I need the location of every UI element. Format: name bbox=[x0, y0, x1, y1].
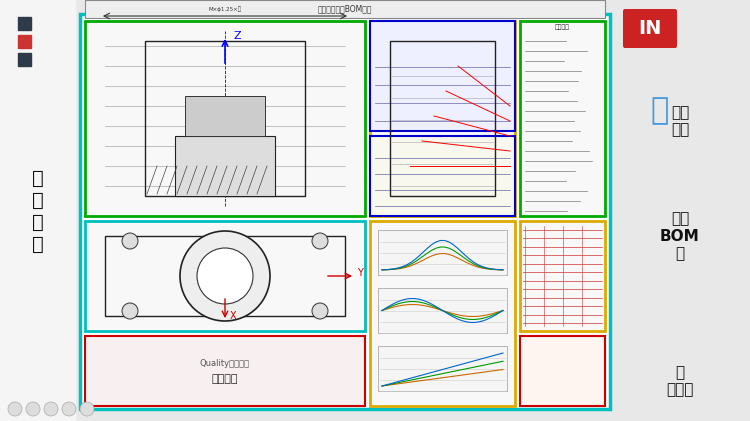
Circle shape bbox=[62, 402, 76, 416]
Bar bbox=[370, 21, 515, 216]
Text: 技术要求: 技术要求 bbox=[555, 24, 570, 30]
Circle shape bbox=[122, 303, 138, 319]
Text: 零件
BOM
表: 零件 BOM 表 bbox=[660, 211, 700, 261]
Bar bbox=[390, 41, 495, 196]
Bar bbox=[378, 230, 507, 275]
Bar bbox=[18, 17, 31, 30]
Bar bbox=[85, 0, 605, 18]
Text: 基
础信息: 基 础信息 bbox=[666, 365, 694, 397]
Circle shape bbox=[312, 233, 328, 249]
Text: 技术
要求: 技术 要求 bbox=[670, 105, 689, 137]
FancyBboxPatch shape bbox=[623, 9, 677, 48]
Circle shape bbox=[197, 248, 253, 304]
Text: Quality用质量领: Quality用质量领 bbox=[200, 359, 250, 368]
Bar bbox=[370, 21, 515, 131]
Bar bbox=[185, 96, 265, 136]
Circle shape bbox=[180, 231, 270, 321]
Bar bbox=[105, 236, 345, 316]
Bar bbox=[80, 14, 610, 409]
Bar bbox=[145, 41, 305, 196]
Text: X: X bbox=[230, 311, 237, 321]
Text: Z: Z bbox=[233, 31, 241, 41]
Text: 基础信息: 基础信息 bbox=[211, 374, 238, 384]
Bar bbox=[175, 136, 275, 196]
Bar bbox=[520, 221, 605, 331]
Text: M×ϕ1.25×制: M×ϕ1.25×制 bbox=[209, 6, 242, 12]
Bar bbox=[85, 21, 365, 216]
Bar bbox=[85, 336, 365, 406]
Circle shape bbox=[8, 402, 22, 416]
Bar bbox=[370, 136, 515, 216]
Circle shape bbox=[122, 233, 138, 249]
Text: 零件图纸（含BOM表）: 零件图纸（含BOM表） bbox=[318, 5, 372, 13]
Bar bbox=[18, 53, 31, 66]
Text: IN: IN bbox=[638, 19, 662, 38]
Bar bbox=[85, 221, 365, 331]
Circle shape bbox=[80, 402, 94, 416]
Text: 🐦: 🐦 bbox=[651, 96, 669, 125]
Bar bbox=[520, 336, 605, 406]
Circle shape bbox=[312, 303, 328, 319]
Circle shape bbox=[44, 402, 58, 416]
Bar bbox=[18, 35, 31, 48]
Bar bbox=[378, 346, 507, 391]
Text: 结
构
尺
寸: 结 构 尺 寸 bbox=[32, 168, 44, 253]
Bar bbox=[520, 21, 605, 216]
Text: Y: Y bbox=[357, 268, 363, 278]
Bar bbox=[378, 288, 507, 333]
Bar bbox=[370, 221, 515, 406]
Bar bbox=[0, 0, 75, 421]
Circle shape bbox=[26, 402, 40, 416]
